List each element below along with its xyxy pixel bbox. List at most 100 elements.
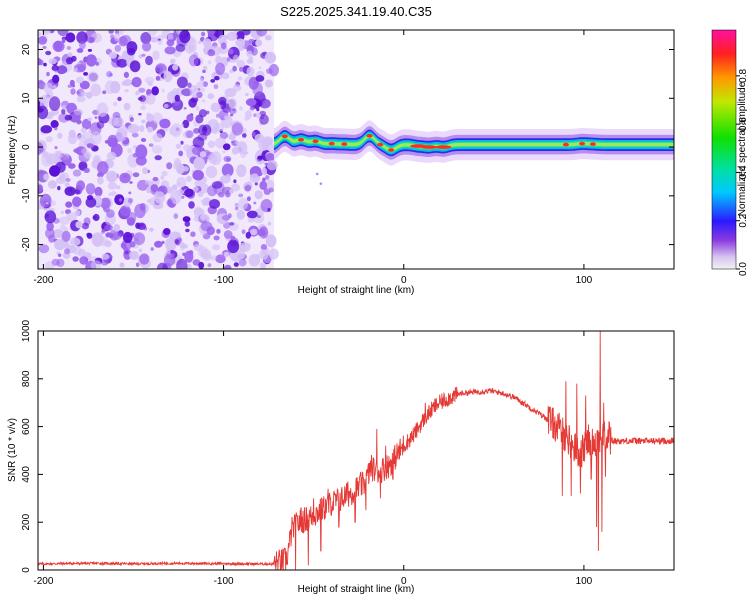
signal-hot-spot xyxy=(589,142,596,146)
x-tick-label: -200 xyxy=(33,576,53,587)
spectrogram-x-label: Height of straight line (km) xyxy=(298,285,415,296)
noise-blob xyxy=(145,93,156,105)
noise-blob xyxy=(81,118,92,130)
noise-blob xyxy=(245,98,257,107)
noise-blob xyxy=(38,244,50,254)
noise-blob xyxy=(209,199,220,209)
noise-blob xyxy=(193,186,199,192)
noise-blob xyxy=(228,133,236,140)
noise-blob xyxy=(229,69,234,74)
y-tick-label: 600 xyxy=(21,418,32,435)
noise-blob xyxy=(72,110,82,119)
noise-blob xyxy=(195,105,200,111)
noise-blob xyxy=(150,36,159,43)
noise-blob xyxy=(41,150,48,158)
noise-blob xyxy=(263,172,267,176)
noise-blob xyxy=(100,197,111,209)
noise-blob xyxy=(127,147,133,154)
noise-blob xyxy=(188,54,199,67)
noise-blob xyxy=(176,163,185,175)
colorbar-ticks: 0.0 0.2 0.4 0.6 0.8 xyxy=(736,68,749,276)
noise-blob xyxy=(257,228,267,237)
noise-blob xyxy=(267,221,272,226)
noise-blob xyxy=(57,185,61,191)
noise-blob xyxy=(201,99,206,103)
noise-blob xyxy=(38,184,43,192)
noise-blob xyxy=(135,90,140,96)
noise-blob xyxy=(182,252,186,257)
signal-hot-spot xyxy=(435,145,452,149)
noise-blob xyxy=(250,47,258,56)
noise-blob xyxy=(215,113,220,118)
noise-blob xyxy=(228,98,237,109)
noise-blob xyxy=(83,167,90,173)
noise-blob xyxy=(198,261,205,269)
signal-band-layer xyxy=(274,134,674,152)
noise-blob xyxy=(219,131,229,140)
noise-blob xyxy=(147,81,153,86)
noise-blob xyxy=(140,138,147,142)
noise-blob xyxy=(129,250,139,260)
noise-blob xyxy=(121,81,128,86)
noise-blob xyxy=(97,161,109,175)
noise-blob xyxy=(76,90,80,95)
noise-blob xyxy=(207,140,216,149)
noise-blob xyxy=(106,151,117,161)
noise-blob xyxy=(187,82,192,88)
noise-blob xyxy=(114,30,120,35)
noise-blob xyxy=(154,240,163,248)
noise-blob xyxy=(266,160,278,171)
noise-blob xyxy=(150,184,159,193)
noise-blob xyxy=(108,255,113,259)
noise-blob xyxy=(96,121,105,129)
noise-blob xyxy=(104,80,116,95)
noise-blob xyxy=(133,232,146,246)
noise-blob xyxy=(210,79,216,83)
spectrogram-y-label: Frequency (Hz) xyxy=(7,116,18,185)
noise-blob xyxy=(205,165,218,179)
x-tick-label: 100 xyxy=(576,275,593,286)
noise-blob xyxy=(131,81,135,85)
noise-blob xyxy=(86,232,91,237)
noise-blob xyxy=(236,249,245,260)
noise-blob xyxy=(200,87,206,93)
noise-blob xyxy=(194,180,202,187)
noise-blob xyxy=(161,88,165,93)
noise-blob xyxy=(265,234,277,248)
noise-blob xyxy=(155,75,161,81)
noise-blob xyxy=(76,180,86,191)
noise-blob xyxy=(207,263,212,268)
noise-blob xyxy=(45,202,49,205)
noise-blob xyxy=(238,258,247,267)
noise-blob xyxy=(171,184,178,191)
noise-blob xyxy=(249,106,255,111)
noise-blob xyxy=(193,127,200,134)
noise-blob xyxy=(101,253,110,260)
noise-blob xyxy=(72,67,78,73)
snr-marks xyxy=(38,331,674,570)
noise-blob xyxy=(152,133,163,143)
noise-blob xyxy=(107,134,118,147)
noise-blob xyxy=(132,172,140,178)
noise-blob xyxy=(72,169,82,177)
noise-blob xyxy=(186,175,192,183)
noise-blob xyxy=(138,248,143,253)
noise-blob xyxy=(184,250,194,263)
noise-blob xyxy=(38,32,42,37)
noise-blob xyxy=(173,213,179,219)
snr-frame xyxy=(37,330,675,571)
snr-x-label: Height of straight line (km) xyxy=(298,584,415,595)
noise-blob xyxy=(208,60,212,65)
noise-blob xyxy=(185,130,194,139)
noise-blob xyxy=(90,260,102,269)
noise-blob xyxy=(140,32,152,44)
noise-blob xyxy=(76,119,82,125)
noise-blob xyxy=(233,262,239,267)
noise-blob xyxy=(166,199,174,207)
noise-blob xyxy=(180,140,184,145)
signal-hot-spot xyxy=(562,142,569,147)
noise-blob xyxy=(76,134,86,142)
noise-blob xyxy=(229,222,235,226)
noise-blob xyxy=(185,228,190,233)
signal-outlier xyxy=(319,182,323,185)
